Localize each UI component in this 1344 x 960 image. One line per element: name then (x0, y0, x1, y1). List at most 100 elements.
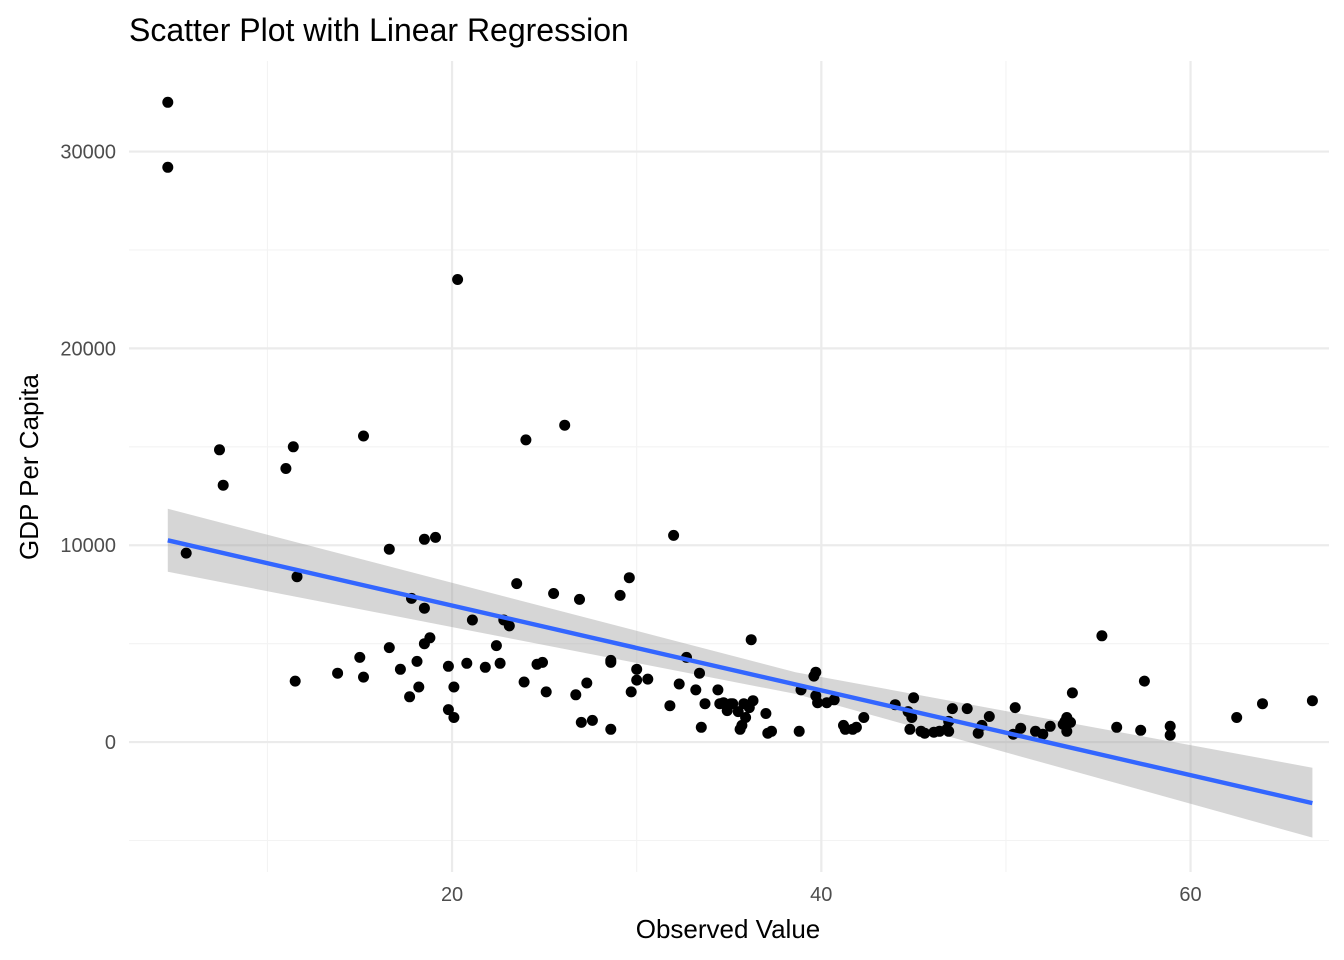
x-tick-label: 40 (810, 884, 832, 906)
data-point (946, 703, 958, 715)
data-point (424, 632, 436, 644)
x-tick-label: 60 (1179, 884, 1201, 906)
data-point (908, 692, 920, 704)
data-point (448, 712, 460, 723)
data-point (1096, 630, 1108, 642)
data-point (712, 684, 724, 696)
data-point (570, 689, 582, 701)
y-axis-tick-labels: 0 10000 20000 30000 (60, 142, 116, 755)
data-point (452, 274, 464, 285)
data-point (1065, 716, 1076, 728)
data-point (631, 674, 643, 686)
data-point (668, 529, 680, 541)
data-point (1044, 720, 1056, 732)
regression-line-layer (167, 538, 1313, 806)
data-point (162, 96, 174, 108)
data-point (411, 655, 423, 667)
data-point (581, 677, 593, 689)
y-tick-label: 30000 (60, 142, 116, 164)
data-point (1164, 720, 1176, 732)
data-point (180, 547, 192, 559)
data-point (690, 684, 702, 696)
data-point (479, 661, 491, 673)
y-tick-label: 20000 (60, 338, 116, 360)
data-point (520, 434, 532, 446)
y-tick-label: 0 (105, 732, 116, 754)
data-point (548, 588, 560, 599)
data-point (605, 654, 617, 666)
data-point (511, 578, 523, 590)
data-point (983, 711, 995, 722)
y-tick-label: 10000 (60, 535, 116, 557)
data-point (404, 691, 416, 703)
data-point (793, 725, 805, 737)
data-point (1231, 712, 1243, 723)
data-point (291, 571, 303, 583)
data-point (605, 723, 617, 735)
data-point (906, 712, 918, 723)
data-point (383, 642, 395, 654)
data-point (623, 572, 635, 584)
data-point (358, 671, 369, 683)
data-point (961, 703, 973, 715)
data-point (760, 708, 772, 719)
data-point (812, 697, 824, 709)
data-point (418, 602, 430, 614)
x-axis-title: Observed Value (636, 914, 821, 944)
data-point (699, 698, 711, 710)
data-point (1009, 702, 1021, 714)
data-point (466, 614, 478, 626)
data-point (214, 444, 225, 456)
data-point (358, 430, 369, 442)
data-point (494, 657, 506, 669)
data-point (1015, 722, 1027, 734)
data-point (287, 441, 299, 453)
data-point (354, 651, 366, 663)
data-point (289, 675, 301, 687)
data-point (461, 657, 473, 669)
data-point (1135, 724, 1147, 736)
chart-title: Scatter Plot with Linear Regression (129, 12, 629, 48)
data-point (503, 620, 515, 632)
data-point (1111, 721, 1123, 733)
data-point (1138, 675, 1150, 687)
x-tick-label: 20 (441, 884, 463, 906)
data-point (586, 714, 598, 726)
data-point (1061, 725, 1073, 737)
data-point (280, 463, 292, 474)
data-point (919, 727, 931, 739)
data-point (518, 676, 530, 688)
data-point (736, 719, 748, 731)
data-point (574, 593, 585, 605)
data-point (575, 716, 587, 728)
data-point (745, 634, 757, 646)
data-point (217, 479, 229, 491)
data-point (490, 640, 502, 652)
data-point (413, 681, 425, 693)
data-point (614, 589, 626, 601)
regression-line (167, 538, 1313, 806)
data-point (1066, 687, 1078, 699)
data-point (732, 706, 744, 718)
data-point (850, 721, 862, 733)
data-point (418, 533, 430, 545)
data-point (642, 673, 654, 685)
data-point (537, 656, 548, 668)
major-gridlines (129, 61, 1329, 872)
data-point (828, 694, 840, 706)
data-point (442, 660, 454, 672)
data-point (747, 695, 759, 707)
y-axis-title: GDP Per Capita (14, 373, 44, 559)
data-point (673, 678, 685, 690)
minor-gridlines (129, 61, 1329, 872)
data-point (858, 712, 870, 723)
data-point (631, 663, 643, 675)
data-point (383, 543, 395, 555)
data-point (162, 161, 174, 173)
data-point (332, 667, 344, 679)
data-point (430, 531, 441, 543)
data-point (540, 686, 552, 698)
data-point (810, 666, 822, 678)
data-point (664, 700, 676, 712)
